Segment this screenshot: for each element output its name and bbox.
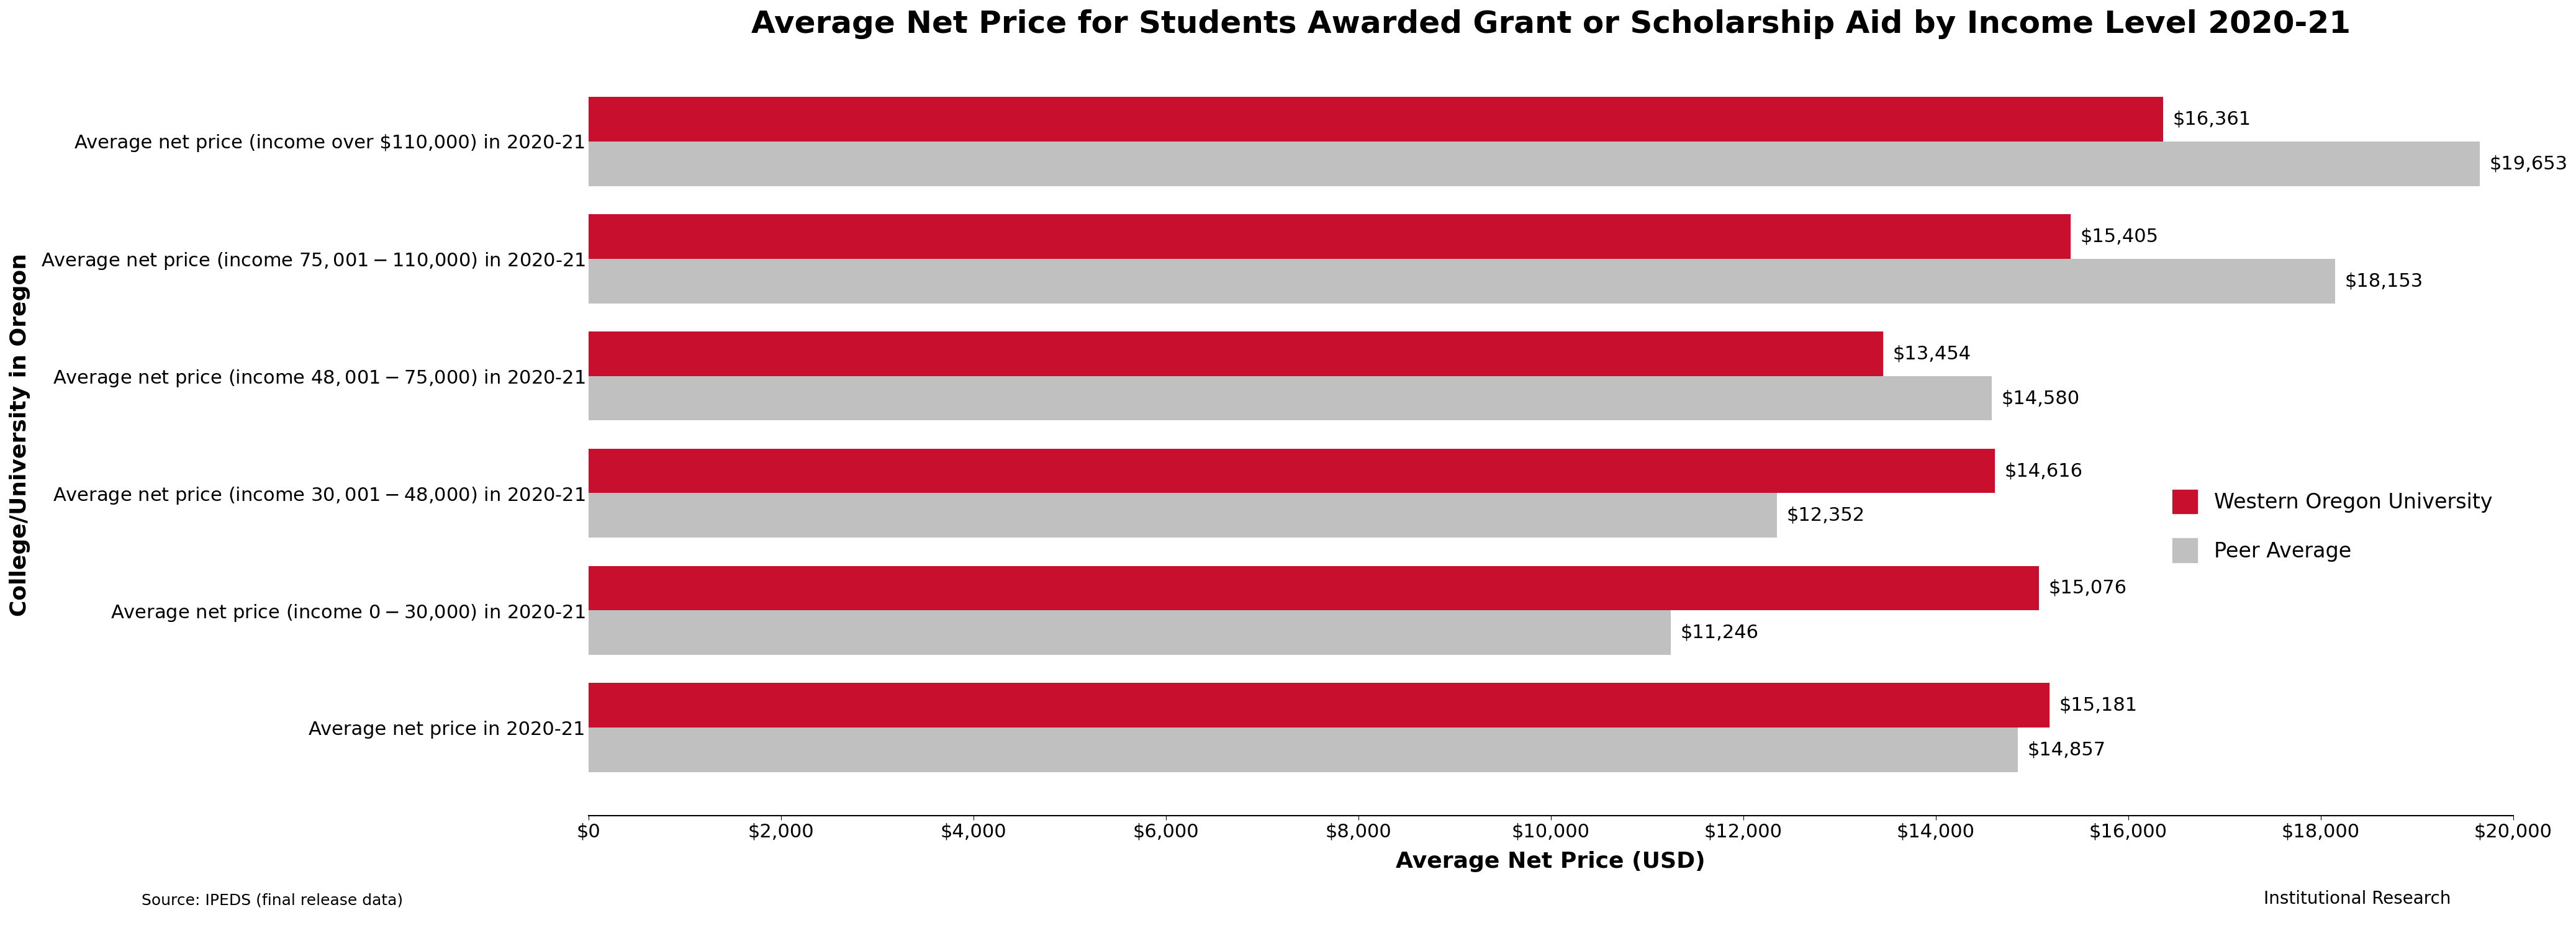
Text: Institutional Research: Institutional Research <box>2264 890 2450 908</box>
Bar <box>587 566 2040 611</box>
Text: Source: IPEDS (final release data): Source: IPEDS (final release data) <box>142 893 404 908</box>
Bar <box>587 331 1883 376</box>
Bar <box>587 141 2481 186</box>
Bar <box>587 493 1777 537</box>
Title: Average Net Price for Students Awarded Grant or Scholarship Aid by Income Level : Average Net Price for Students Awarded G… <box>752 9 2349 39</box>
Bar <box>587 214 2071 259</box>
Bar <box>587 97 2164 141</box>
Text: $12,352: $12,352 <box>1788 507 1865 524</box>
Text: $15,076: $15,076 <box>2048 579 2128 597</box>
Bar <box>587 376 1991 420</box>
Bar <box>587 728 2017 772</box>
X-axis label: Average Net Price (USD): Average Net Price (USD) <box>1396 851 1705 872</box>
Bar <box>587 448 1994 493</box>
Text: $14,616: $14,616 <box>2004 462 2084 480</box>
Text: $13,454: $13,454 <box>1893 344 1971 363</box>
Y-axis label: College/University in Oregon: College/University in Oregon <box>10 253 31 616</box>
Text: $19,653: $19,653 <box>2488 155 2568 173</box>
Text: $15,405: $15,405 <box>2081 227 2159 245</box>
Bar <box>587 259 2336 303</box>
Text: $15,181: $15,181 <box>2058 696 2138 715</box>
Text: $14,857: $14,857 <box>2027 741 2107 759</box>
Legend: Western Oregon University, Peer Average: Western Oregon University, Peer Average <box>2161 480 2504 573</box>
Text: $11,246: $11,246 <box>1680 624 1759 641</box>
Text: $14,580: $14,580 <box>2002 389 2079 407</box>
Bar <box>587 683 2050 728</box>
Bar <box>587 611 1672 655</box>
Text: $16,361: $16,361 <box>2172 110 2251 128</box>
Text: $18,153: $18,153 <box>2344 272 2424 290</box>
